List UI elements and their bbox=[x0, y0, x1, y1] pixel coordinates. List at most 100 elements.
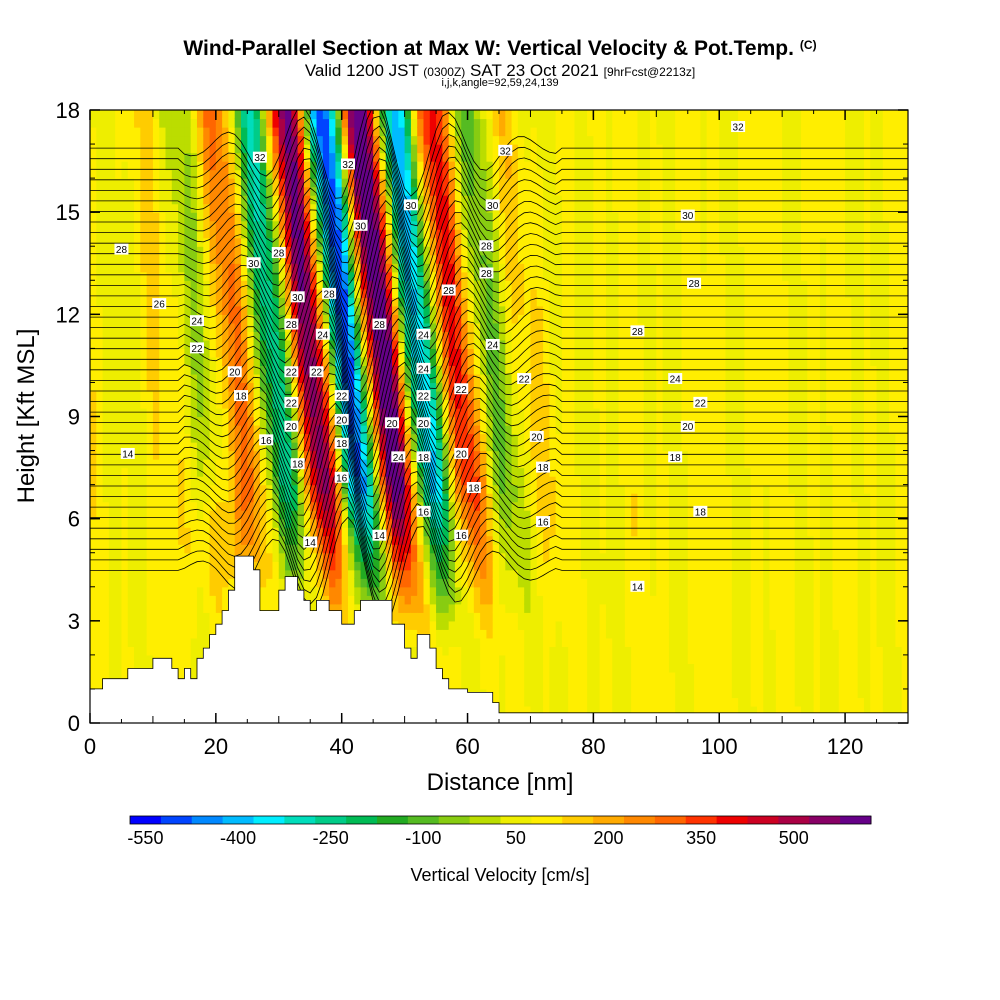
contour-label: 22 bbox=[334, 390, 349, 403]
contour-label: 14 bbox=[303, 536, 318, 549]
theta-contour bbox=[90, 110, 908, 199]
x-axis-label: Distance [nm] bbox=[427, 769, 574, 796]
contour-label: 20 bbox=[227, 366, 242, 379]
colorbar-swatch bbox=[531, 816, 563, 824]
colorbar-swatch bbox=[130, 816, 162, 824]
theta-contour bbox=[90, 351, 908, 457]
theta-contour bbox=[90, 233, 908, 340]
contour-label: 28 bbox=[479, 267, 494, 280]
theta-contour bbox=[90, 372, 908, 478]
theta-contour bbox=[90, 146, 908, 254]
theta-contour bbox=[90, 189, 908, 298]
colorbar-label: Vertical Velocity [cm/s] bbox=[410, 865, 589, 885]
theta-contour bbox=[90, 287, 908, 393]
theta-contour bbox=[90, 253, 908, 361]
theta-contour bbox=[90, 516, 908, 624]
colorbar-tick-label: -100 bbox=[405, 828, 441, 848]
colorbar-swatch bbox=[716, 816, 748, 824]
contour-label: 28 bbox=[441, 284, 456, 297]
y-tick-label: 18 bbox=[56, 98, 80, 123]
colorbar-swatch bbox=[469, 816, 501, 824]
colorbar-swatch bbox=[778, 816, 810, 824]
contour-label: 18 bbox=[668, 451, 683, 464]
colorbar-swatch bbox=[747, 816, 779, 824]
theta-contour bbox=[90, 435, 908, 541]
theta-contour bbox=[90, 383, 908, 487]
colorbar-swatch bbox=[438, 816, 471, 824]
contour-label: 16 bbox=[454, 529, 469, 542]
contour-label: 20 bbox=[334, 413, 349, 426]
contour-label: 22 bbox=[517, 373, 532, 386]
theta-contour bbox=[90, 486, 908, 593]
contour-label: 22 bbox=[284, 366, 299, 379]
theta-contour bbox=[90, 110, 908, 211]
contour-label: 26 bbox=[152, 298, 167, 311]
theta-contour bbox=[90, 169, 908, 276]
theta-contour bbox=[90, 506, 908, 613]
contour-label: 20 bbox=[416, 417, 431, 430]
contour-label: 20 bbox=[529, 430, 544, 443]
colorbar-swatch bbox=[191, 816, 224, 824]
contour-label: 18 bbox=[290, 458, 305, 471]
subtitle-utc: (0300Z) bbox=[423, 65, 466, 79]
colorbar-tick-label: -400 bbox=[220, 828, 256, 848]
contour-label: 24 bbox=[485, 338, 500, 351]
theta-contour bbox=[90, 392, 908, 498]
contour-label: 22 bbox=[416, 390, 431, 403]
contour-label: 30 bbox=[680, 209, 695, 222]
x-tick-label: 40 bbox=[329, 734, 353, 759]
colorbar-frame bbox=[129, 815, 872, 825]
theta-contour bbox=[90, 329, 908, 434]
y-tick-label: 3 bbox=[68, 609, 80, 634]
contour-label: 32 bbox=[498, 144, 513, 157]
colorbar-swatch bbox=[315, 816, 347, 824]
theta-contour bbox=[90, 444, 908, 550]
chart-title-text: Wind-Parallel Section at Max W: Vertical… bbox=[183, 37, 794, 60]
colorbar-swatch bbox=[160, 816, 193, 824]
contour-label: 18 bbox=[334, 437, 349, 450]
theta-contour bbox=[90, 341, 908, 446]
colorbar-swatch bbox=[593, 816, 625, 824]
contour-label: 22 bbox=[284, 396, 299, 409]
contour-label: 28 bbox=[114, 243, 129, 256]
contour-label: 22 bbox=[693, 396, 708, 409]
contour-label: 20 bbox=[680, 420, 695, 433]
contour-label: 14 bbox=[372, 529, 387, 542]
theta-contour bbox=[90, 179, 908, 287]
contour-label: 16 bbox=[334, 471, 349, 484]
colorbar-tick-label: -250 bbox=[313, 828, 349, 848]
contour-label: 30 bbox=[353, 219, 368, 232]
contour-label: 30 bbox=[485, 199, 500, 212]
theta-contour bbox=[90, 464, 908, 573]
contour-label: 28 bbox=[322, 287, 337, 300]
x-tick-label: 60 bbox=[455, 734, 479, 759]
contour-labels: 32 32 32 32 30 30 30 30 30 28 28 28 28 28 30 28 28 26 28 28… bbox=[114, 121, 746, 593]
chart-indices: i,j,k,angle=92,59,24,139 bbox=[441, 77, 559, 89]
contour-label: 18 bbox=[536, 461, 551, 474]
colorbar-swatch bbox=[253, 816, 285, 824]
colorbar-tick-label: 500 bbox=[779, 828, 809, 848]
theta-contour bbox=[90, 158, 908, 264]
theta-contour bbox=[90, 243, 908, 351]
contour-label: 24 bbox=[416, 328, 431, 341]
theta-contour bbox=[90, 199, 908, 308]
contour-label: 32 bbox=[252, 151, 267, 164]
y-tick-label: 6 bbox=[68, 507, 80, 532]
contour-label: 28 bbox=[271, 247, 286, 260]
contour-label: 32 bbox=[340, 158, 355, 171]
theta-contour bbox=[90, 211, 908, 317]
colorbar-swatch bbox=[654, 816, 687, 824]
contour-label: 24 bbox=[189, 315, 204, 328]
contour-label: 30 bbox=[403, 199, 418, 212]
subtitle-date: SAT 23 Oct 2021 bbox=[470, 61, 599, 80]
contour-label: 24 bbox=[668, 373, 683, 386]
chart-subtitle: Valid 1200 JST (0300Z) SAT 23 Oct 2021 [… bbox=[0, 61, 1000, 81]
contour-label: 22 bbox=[189, 342, 204, 355]
contour-label: 20 bbox=[454, 447, 469, 460]
theta-contour bbox=[90, 402, 908, 509]
contour-label: 28 bbox=[372, 318, 387, 331]
x-tick-label: 80 bbox=[581, 734, 605, 759]
contour-label: 28 bbox=[479, 240, 494, 253]
y-axis-label: Height [Kft MSL] bbox=[13, 329, 40, 504]
contour-label: 16 bbox=[416, 505, 431, 518]
